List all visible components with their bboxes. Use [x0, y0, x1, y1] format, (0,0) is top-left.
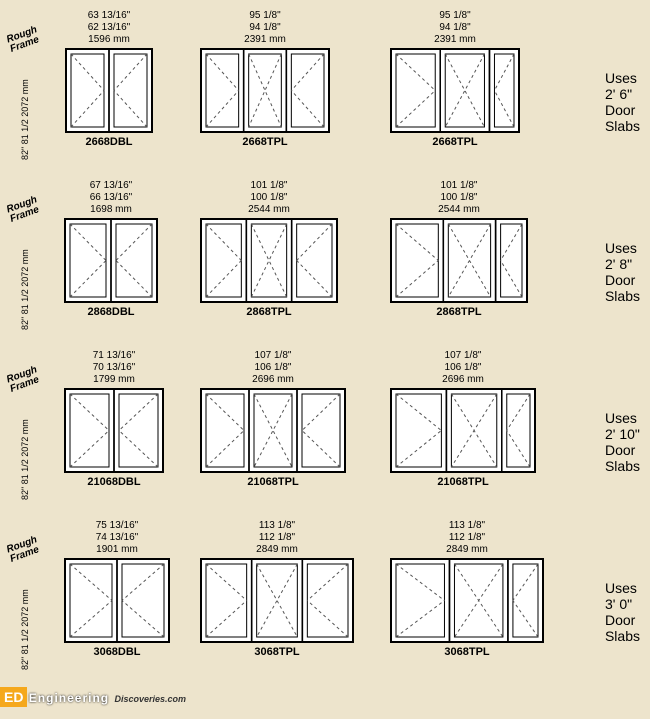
width-dimensions: 107 1/8"106 1/8"2696 mm [200, 350, 346, 386]
width-dimensions: 113 1/8"112 1/8"2849 mm [200, 520, 354, 556]
door-block: 113 1/8"112 1/8"2849 mm 3068TPL [390, 520, 544, 658]
door-model: 2868DBL [64, 306, 158, 318]
width-dimensions: 75 13/16"74 13/16"1901 mm [64, 520, 170, 556]
door-block: 95 1/8"94 1/8"2391 mm 2668TPL [390, 10, 520, 148]
door-model: 21068TPL [200, 476, 346, 488]
door-diagram [200, 48, 330, 133]
door-block: 107 1/8"106 1/8"2696 mm 21068TPL [200, 350, 346, 488]
door-diagram [65, 48, 153, 133]
door-block: 67 13/16"66 13/16"1698 mm 2868DBL [64, 180, 158, 318]
door-diagram [390, 218, 528, 303]
row-uses-label: Uses3' 0"DoorSlabs [605, 580, 640, 644]
door-model: 2868TPL [200, 306, 338, 318]
width-dimensions: 101 1/8"100 1/8"2544 mm [200, 180, 338, 216]
door-diagram [64, 388, 164, 473]
width-dimensions: 95 1/8"94 1/8"2391 mm [390, 10, 520, 46]
door-block: 101 1/8"100 1/8"2544 mm 2868TPL [200, 180, 338, 318]
door-diagram [200, 558, 354, 643]
door-model: 3068TPL [200, 646, 354, 658]
door-model: 2668TPL [390, 136, 520, 148]
width-dimensions: 63 13/16"62 13/16"1596 mm [64, 10, 154, 46]
door-block: 63 13/16"62 13/16"1596 mm 2668DBL [64, 10, 154, 148]
door-model: 3068TPL [390, 646, 544, 658]
chart-row: RoughFrame82" 81 1/2 2072 mm71 13/16"70 … [0, 340, 650, 510]
door-diagram [390, 558, 544, 643]
row-uses-label: Uses2' 8"DoorSlabs [605, 240, 640, 304]
width-dimensions: 101 1/8"100 1/8"2544 mm [390, 180, 528, 216]
row-uses-label: Uses2' 6"DoorSlabs [605, 70, 640, 134]
door-diagram [390, 48, 520, 133]
row-uses-label: Uses2' 10"DoorSlabs [605, 410, 640, 474]
door-block: 95 1/8"94 1/8"2391 mm 2668TPL [200, 10, 330, 148]
chart-row: RoughFrame82" 81 1/2 2072 mm63 13/16"62 … [0, 0, 650, 170]
rough-frame-label: RoughFrame [6, 195, 43, 225]
rough-frame-label: RoughFrame [6, 535, 43, 565]
width-dimensions: 107 1/8"106 1/8"2696 mm [390, 350, 536, 386]
chart-row: RoughFrame82" 81 1/2 2072 mm75 13/16"74 … [0, 510, 650, 680]
door-block: 75 13/16"74 13/16"1901 mm 3068DBL [64, 520, 170, 658]
rough-frame-label: RoughFrame [6, 365, 43, 395]
width-dimensions: 113 1/8"112 1/8"2849 mm [390, 520, 544, 556]
door-block: 71 13/16"70 13/16"1799 mm 21068DBL [64, 350, 164, 488]
door-model: 2868TPL [390, 306, 528, 318]
door-block: 107 1/8"106 1/8"2696 mm 21068TPL [390, 350, 536, 488]
watermark-text: Engineering [29, 691, 109, 705]
door-model: 2668TPL [200, 136, 330, 148]
door-model: 2668DBL [64, 136, 154, 148]
door-model: 3068DBL [64, 646, 170, 658]
door-diagram [200, 218, 338, 303]
rough-frame-label: RoughFrame [6, 25, 43, 55]
width-dimensions: 71 13/16"70 13/16"1799 mm [64, 350, 164, 386]
door-diagram [64, 558, 170, 643]
door-size-chart: RoughFrame82" 81 1/2 2072 mm63 13/16"62 … [0, 0, 650, 719]
door-diagram [390, 388, 536, 473]
door-diagram [200, 388, 346, 473]
watermark-sub: Discoveries.com [114, 694, 186, 704]
width-dimensions: 95 1/8"94 1/8"2391 mm [200, 10, 330, 46]
door-block: 113 1/8"112 1/8"2849 mm 3068TPL [200, 520, 354, 658]
door-diagram [64, 218, 158, 303]
door-model: 21068TPL [390, 476, 536, 488]
watermark-badge: ED [0, 687, 27, 707]
door-block: 101 1/8"100 1/8"2544 mm 2868TPL [390, 180, 528, 318]
width-dimensions: 67 13/16"66 13/16"1698 mm [64, 180, 158, 216]
watermark: ED Engineering Discoveries.com [0, 689, 186, 705]
chart-row: RoughFrame82" 81 1/2 2072 mm67 13/16"66 … [0, 170, 650, 340]
door-model: 21068DBL [64, 476, 164, 488]
